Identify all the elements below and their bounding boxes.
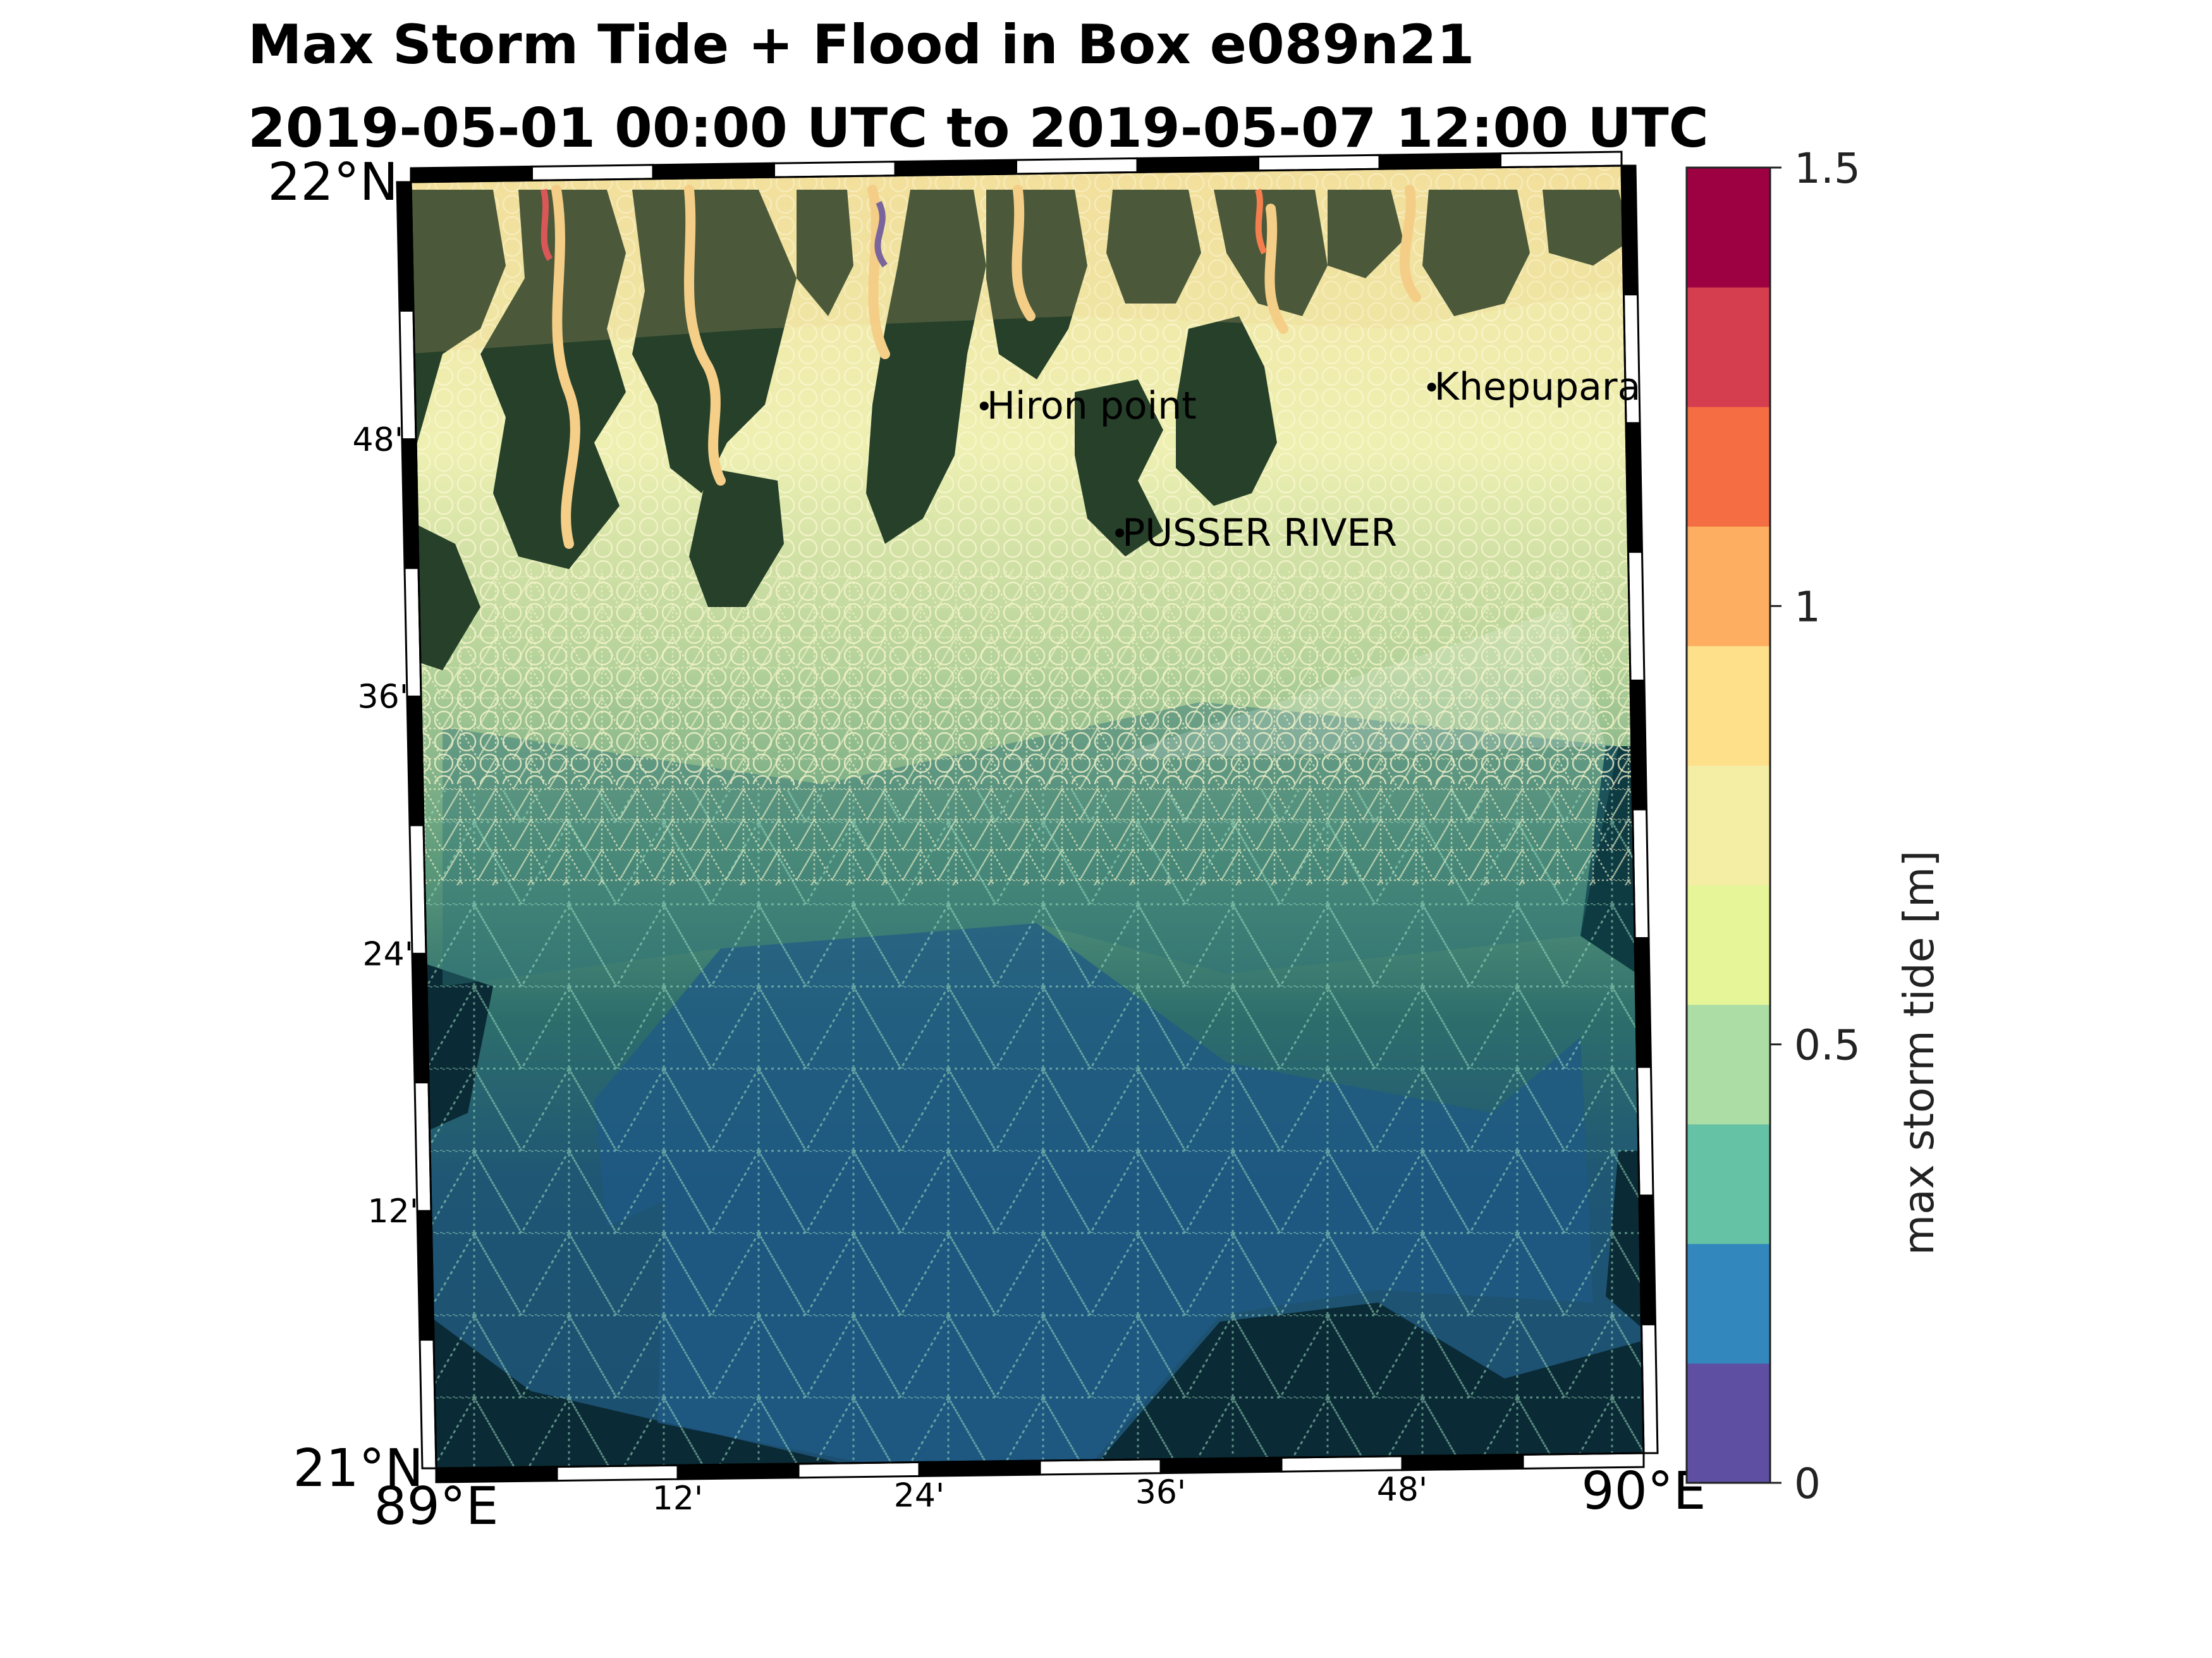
lon-tick-label: 12' [652,1480,703,1518]
place-markers: Hiron point Khepupara PUSSER RIVER [979,365,1641,555]
lat-tick-label: 22°N [267,152,398,212]
land-mass [411,190,1631,670]
colorbar-tick-label: 1 [1794,582,1821,631]
colorbar-level [1687,885,1770,1005]
place-label: Hiron point [987,384,1197,428]
lat-tick-label: 36' [358,679,408,716]
axis-labels: 22°N 48' 36' 24' 12' 21°N89°E 12' 24' 36' 48' 90°E [267,152,1706,1537]
colorbar-level [1687,1363,1770,1483]
colorbar-level [1687,1004,1770,1125]
colorbar-level [1687,168,1770,288]
title-line-2: 2019-05-01 00:00 UTC to 2019-05-07 12:00… [248,97,1709,160]
lon-tick-label: 48' [1377,1471,1427,1509]
colorbar-level [1687,1124,1770,1244]
river-high-tide-1 [541,188,553,261]
colorbar-level [1687,407,1770,527]
river-low-tide [874,200,888,267]
mesh-coarse [411,790,1644,1468]
frame-bottom-segment [556,1464,679,1482]
lat-tick-label: 48' [353,421,403,459]
river-channels [551,185,1421,549]
river-high-tide-2 [1255,188,1268,255]
lon-tick-label: 36' [1135,1474,1186,1512]
frame-bottom-segment [797,1461,920,1479]
colorbar-label: max storm tide [m] [1895,850,1943,1255]
frame-outline [410,164,1645,1470]
lon-tick-label: 24' [894,1477,944,1514]
colorbar-tick-label: 1.5 [1794,144,1861,193]
frame-bottom-segment [1401,1453,1524,1471]
place-dot [1427,383,1436,392]
place-dot [979,402,989,411]
lon-tick-label: 90°E [1581,1461,1706,1521]
place-label: Khepupara [1434,365,1641,409]
colorbar-level [1687,646,1770,766]
colorbar: 0 0.5 1 1.5 [1685,144,1861,1508]
colorbar-tick-label: 0 [1794,1459,1821,1508]
colorbar-level [1687,287,1770,407]
frame-bottom-segment [918,1459,1041,1477]
colorbar-outline [1685,166,1771,1484]
colorbar-level [1687,1243,1770,1364]
frame-bottom-segment [676,1463,800,1480]
frame-bottom-segment [1039,1458,1162,1476]
colorbar-tick-label: 0.5 [1794,1021,1861,1070]
frame-bottom-segment [1159,1456,1283,1475]
lat-tick-label: 24' [363,935,413,973]
lat-tick-label: 12' [368,1193,419,1231]
lat-tick-label: 21°N [293,1439,424,1499]
map-panel[interactable] [379,152,1682,1518]
title-line-1: Max Storm Tide + Flood in Box e089n21 [248,13,1474,77]
estuary-tint [411,166,1644,354]
place-label: PUSSER RIVER [1122,511,1397,555]
place-dot [1115,528,1125,537]
colorbar-level [1687,765,1770,886]
colorbar-level [1687,526,1770,646]
lon-tick-label: 89°E [374,1477,498,1537]
map-frame [396,150,1659,1483]
frame-bottom-segment [1280,1455,1403,1473]
